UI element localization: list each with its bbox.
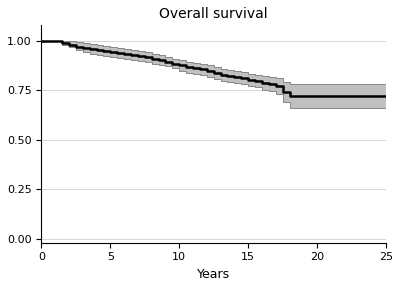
Title: Overall survival: Overall survival: [159, 7, 268, 21]
X-axis label: Years: Years: [197, 268, 230, 281]
